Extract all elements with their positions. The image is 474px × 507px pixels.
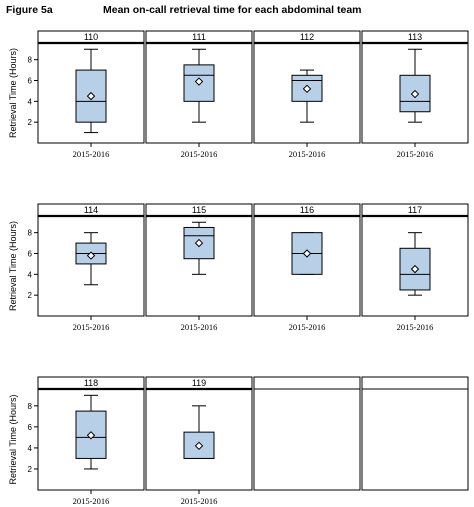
box-iqr [399,74,431,113]
x-category-label: 2015-2016 [73,322,110,332]
y-tick-label: 8 [28,402,33,411]
x-category-label: 2015-2016 [181,322,218,332]
panel-team-label: 111 [192,32,206,42]
y-tick-label: 2 [28,291,33,300]
y-tick-label: 4 [28,444,33,453]
y-axis-title: Retrieval Time (Hours) [8,48,18,138]
y-tick-label: 6 [28,423,33,432]
mean-marker [86,251,96,260]
y-tick-label: 6 [28,77,33,86]
mean-marker [194,441,204,451]
panel-frame [361,376,469,491]
panel-team-label: 119 [192,378,206,388]
x-category-label: 2015-2016 [397,322,434,332]
panels-group: 2 4 6 8 Retrieval Time (Hours) 110 2015-2016 11… [8,30,469,506]
panel-team-label: 110 [84,32,98,42]
panel-team-label: 112 [300,32,314,42]
x-category-label: 2015-2016 [289,322,326,332]
mean-marker [302,249,312,258]
y-tick-label: 2 [28,118,33,127]
figure-label: Figure 5a [6,4,53,16]
mean-marker [194,77,204,86]
x-category-label: 2015-2016 [181,149,218,159]
mean-marker [302,84,312,94]
panel-team-label: 115 [192,205,206,215]
y-tick-label: 6 [28,250,33,259]
y-tick-label: 4 [28,97,33,106]
y-tick-label: 8 [28,56,33,65]
panel-team-label: 113 [408,32,422,42]
x-category-label: 2015-2016 [181,496,218,506]
mean-marker [86,91,96,101]
y-axis-title: Retrieval Time (Hours) [8,221,18,311]
y-tick-label: 4 [28,270,33,279]
mean-marker [194,238,204,248]
panel-team-label: 118 [84,378,98,388]
y-tick-label: 2 [28,465,33,474]
panel-frame [253,376,361,491]
y-tick-label: 8 [28,229,33,238]
panel-team-label: 114 [84,205,98,215]
mean-marker [410,264,420,274]
x-category-label: 2015-2016 [289,149,326,159]
figure-title: Mean on-call retrieval time for each abd… [103,4,362,16]
x-category-label: 2015-2016 [73,149,110,159]
x-category-label: 2015-2016 [397,149,434,159]
mean-marker [86,431,96,440]
y-axis-title: Retrieval Time (Hours) [8,394,18,484]
panel-team-label: 116 [300,205,314,215]
x-category-label: 2015-2016 [73,496,110,506]
panel-team-label: 117 [408,205,422,215]
mean-marker [410,89,420,99]
